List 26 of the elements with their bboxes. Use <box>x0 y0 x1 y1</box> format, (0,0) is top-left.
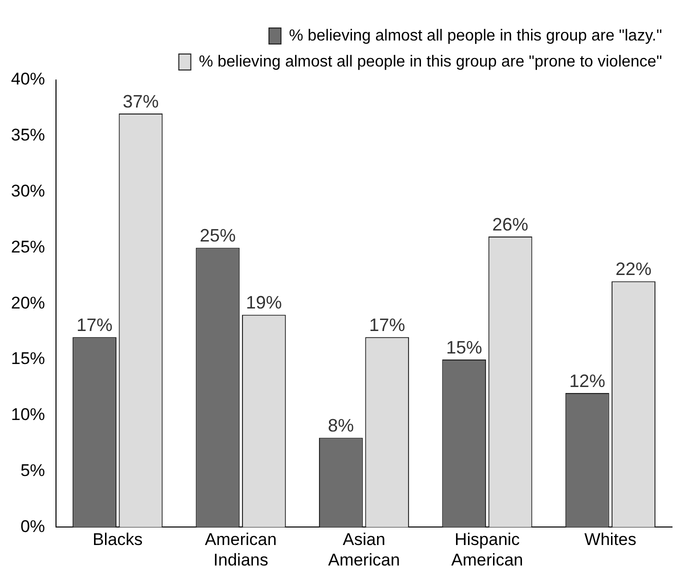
y-tick-label: 5% <box>20 460 46 480</box>
legend-label: % believing almost all people in this group are "prone to violence" <box>198 53 662 70</box>
data-label: 17% <box>76 315 113 336</box>
data-label: 17% <box>369 315 406 336</box>
x-tick-label: Hispanic American <box>451 530 524 570</box>
legend-label: % believing almost all people in this group are "lazy." <box>288 27 662 44</box>
y-tick-label: 35% <box>10 126 46 145</box>
data-label: 19% <box>246 292 282 313</box>
y-tick-label: 15% <box>10 349 46 368</box>
y-tick-label: 0% <box>20 516 46 536</box>
x-tick-label: Blacks <box>92 530 143 550</box>
data-label: 37% <box>122 92 159 112</box>
data-label: 15% <box>446 337 482 358</box>
data-label: 22% <box>615 259 652 280</box>
data-label: 12% <box>569 371 606 392</box>
y-tick-label: 30% <box>10 181 46 200</box>
y-tick-label: 20% <box>10 293 46 312</box>
data-label: 8% <box>328 416 354 436</box>
data-label: 25% <box>200 226 236 246</box>
y-tick-label: 40% <box>10 70 46 89</box>
y-tick-label: 10% <box>10 405 46 424</box>
x-tick-label: Asian American <box>328 530 400 570</box>
x-tick-label: Whites <box>584 530 636 550</box>
y-tick-label: 25% <box>10 237 46 256</box>
data-label: 26% <box>492 214 528 234</box>
x-tick-label: American Indians <box>204 530 277 570</box>
